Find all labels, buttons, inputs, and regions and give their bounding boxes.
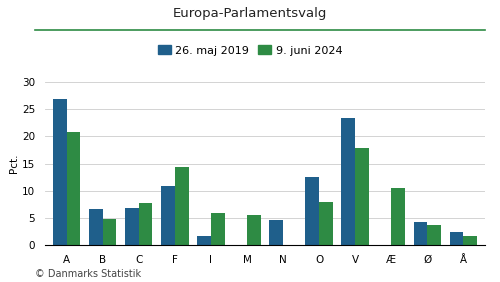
- Text: © Danmarks Statistik: © Danmarks Statistik: [35, 269, 141, 279]
- Bar: [306, 177, 319, 245]
- Bar: [66, 133, 80, 245]
- Bar: [89, 209, 102, 245]
- Bar: [450, 232, 464, 245]
- Bar: [342, 118, 355, 245]
- Bar: [428, 225, 441, 245]
- Bar: [139, 203, 152, 245]
- Bar: [53, 99, 66, 245]
- Text: Europa-Parlamentsvalg: Europa-Parlamentsvalg: [173, 7, 327, 20]
- Bar: [270, 220, 283, 245]
- Bar: [125, 208, 139, 245]
- Legend: 26. maj 2019, 9. juni 2024: 26. maj 2019, 9. juni 2024: [153, 41, 347, 60]
- Y-axis label: Pct.: Pct.: [9, 154, 19, 173]
- Bar: [211, 213, 224, 245]
- Bar: [355, 148, 369, 245]
- Bar: [319, 202, 333, 245]
- Bar: [175, 167, 188, 245]
- Bar: [464, 235, 477, 245]
- Bar: [102, 219, 117, 245]
- Bar: [414, 222, 428, 245]
- Bar: [197, 236, 211, 245]
- Bar: [391, 188, 405, 245]
- Bar: [247, 215, 260, 245]
- Bar: [161, 186, 175, 245]
